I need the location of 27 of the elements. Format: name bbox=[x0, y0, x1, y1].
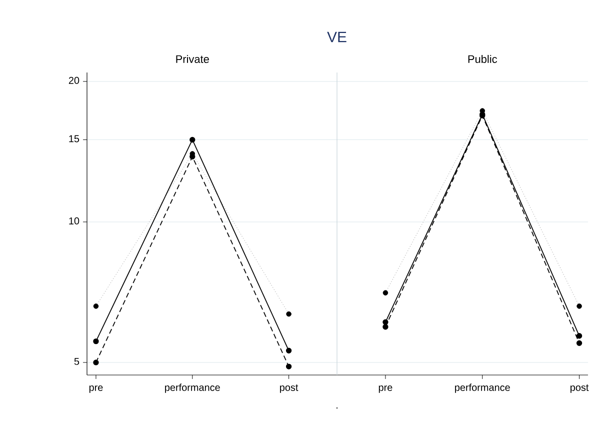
x-tick-label: performance bbox=[165, 384, 220, 393]
x-tick-label: post bbox=[280, 384, 298, 393]
x-tick-label: post bbox=[570, 384, 589, 393]
point bbox=[382, 324, 388, 330]
point bbox=[93, 304, 99, 309]
y-tick-label: 20 bbox=[68, 76, 80, 84]
point bbox=[286, 311, 292, 317]
point bbox=[382, 319, 388, 325]
point bbox=[190, 136, 196, 143]
y-tick-label: 15 bbox=[69, 135, 80, 142]
x-tick-label: pre bbox=[89, 386, 103, 393]
point bbox=[93, 360, 99, 366]
y-tick-label: 10 bbox=[69, 217, 80, 224]
chart-subtitle: Private bbox=[176, 54, 209, 63]
point bbox=[576, 333, 582, 339]
chart-title: VE bbox=[327, 32, 346, 42]
point bbox=[576, 304, 582, 309]
x-axis-title: . bbox=[336, 407, 338, 409]
point bbox=[286, 364, 292, 370]
x-tick-label: pre bbox=[378, 386, 392, 393]
chart-subtitle: Public bbox=[468, 54, 498, 63]
point bbox=[286, 348, 292, 354]
x-tick-label: performance bbox=[455, 384, 510, 393]
point bbox=[93, 338, 99, 344]
point bbox=[576, 340, 582, 346]
point bbox=[382, 290, 388, 296]
y-tick-label: 5 bbox=[74, 358, 80, 365]
